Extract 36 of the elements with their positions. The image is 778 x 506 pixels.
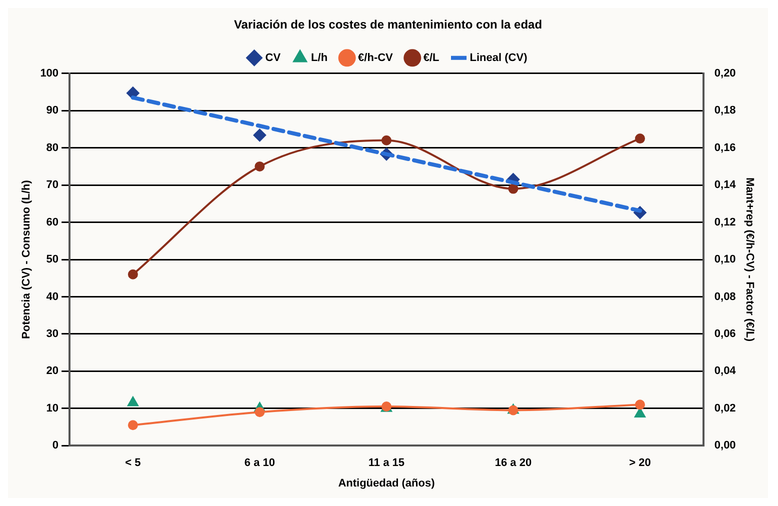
x-tick-label: 6 a 10 <box>244 457 275 470</box>
y2-tick-label: 0,08 <box>714 290 736 303</box>
y-tick-label: 60 <box>46 216 59 228</box>
legend-label: Lineal (CV) <box>470 52 528 64</box>
y2-tick-label: 0,20 <box>714 67 736 80</box>
y2-tick-label: 0,10 <box>714 254 736 266</box>
legend-label: L/h <box>311 52 328 64</box>
y2-tick-label: 0,16 <box>714 142 736 154</box>
y-tick-label: 90 <box>46 104 59 117</box>
y-tick-label: 50 <box>46 254 59 266</box>
y-tick-label: 0 <box>52 440 59 452</box>
x-axis-title: Antigüedad (años) <box>338 477 436 490</box>
y2-tick-label: 0,12 <box>714 216 736 228</box>
y2-tick-label: 0,18 <box>714 104 736 117</box>
y-tick-label: 30 <box>46 328 59 340</box>
y-tick-label: 80 <box>46 142 59 154</box>
y-tick-label: 20 <box>46 365 59 378</box>
chart-title: Variación de los costes de mantenimiento con la edad <box>234 18 542 32</box>
y2-axis-title: Mant+rep (€/h-CV) - Factor (€/L) <box>743 177 756 342</box>
x-tick-label: 16 a 20 <box>494 457 532 470</box>
y-tick-label: 10 <box>46 402 59 414</box>
x-tick-label: 11 a 15 <box>368 457 405 470</box>
y2-tick-label: 0,14 <box>714 179 737 192</box>
y2-tick-label: 0,06 <box>714 328 736 340</box>
x-tick-label: < 5 <box>125 457 141 470</box>
legend-label: €/L <box>423 52 440 64</box>
legend-label: €/h-CV <box>358 52 394 64</box>
y2-tick-label: 0,04 <box>714 365 737 378</box>
y2-tick-label: 0,02 <box>714 402 736 414</box>
y-axis-title: Potencia (CV) - Consumo (L/h) <box>20 180 33 339</box>
x-tick-label: > 20 <box>629 457 651 470</box>
y-tick-label: 100 <box>40 67 59 80</box>
y-tick-label: 40 <box>46 290 59 303</box>
y2-tick-label: 0,00 <box>714 440 736 452</box>
y-tick-label: 70 <box>46 179 59 192</box>
legend-label: CV <box>265 52 282 64</box>
